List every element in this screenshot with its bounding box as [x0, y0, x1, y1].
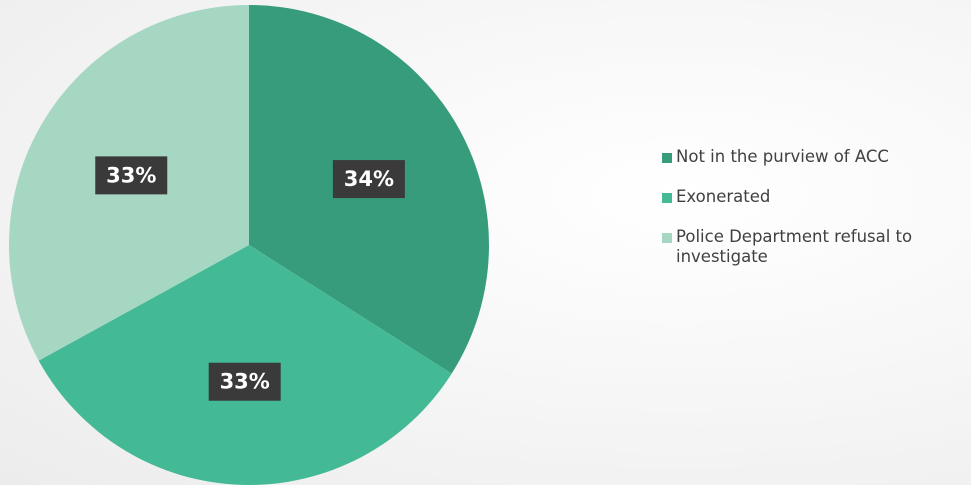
legend-swatch-police-refusal	[662, 233, 672, 243]
data-label-exonerated: 33%	[208, 362, 281, 401]
data-label-police-refusal: 33%	[95, 156, 168, 195]
data-label-exonerated-text: 33%	[220, 370, 270, 394]
legend-swatch-not-in-purview	[662, 153, 672, 163]
legend-item-exonerated: Exonerated	[662, 187, 967, 207]
data-label-police-refusal-box	[95, 156, 168, 195]
legend-item-police-refusal: Police Department refusal to investigate	[662, 227, 967, 267]
data-label-not-in-purview-box	[332, 160, 405, 199]
legend-label-exonerated: Exonerated	[676, 187, 771, 206]
legend-label-not-in-purview: Not in the purview of ACC	[676, 147, 889, 166]
legend-label-police-refusal: Police Department refusal to investigate	[676, 227, 913, 266]
legend-swatch-exonerated	[662, 193, 672, 203]
pie-chart-plot: 34% 33% 33%	[8, 5, 489, 485]
data-label-exonerated-box	[208, 362, 281, 401]
data-label-not-in-purview-text: 34%	[344, 167, 394, 191]
data-label-not-in-purview: 34%	[332, 160, 405, 199]
legend: Not in the purview of ACC Exonerated Pol…	[662, 147, 967, 267]
data-label-police-refusal-text: 33%	[106, 163, 156, 187]
legend-item-not-in-purview: Not in the purview of ACC	[662, 147, 967, 167]
